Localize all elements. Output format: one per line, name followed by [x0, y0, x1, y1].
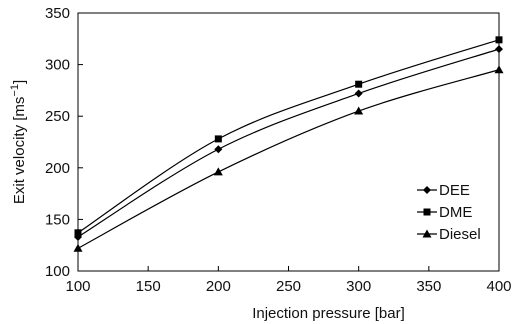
data-point-dme [355, 80, 363, 88]
data-point-diesel [73, 243, 83, 252]
x-tick-label: 100 [65, 278, 90, 295]
series-line-dme [77, 39, 500, 234]
legend-item-dee: DEE [417, 182, 470, 199]
data-point-diesel [494, 65, 504, 74]
legend: DEE DME Diesel [417, 182, 481, 243]
data-point-dme [214, 135, 222, 143]
data-point-dee [354, 89, 363, 98]
x-tick-label: 150 [136, 278, 161, 295]
x-tick-label: 250 [276, 278, 301, 295]
series-line-diesel [77, 69, 500, 249]
data-point-dme [495, 36, 503, 44]
y-axis-title-end: ] [11, 80, 28, 84]
x-tick-label: 300 [346, 278, 371, 295]
legend-label-dme: DME [439, 204, 472, 221]
y-tick-label: 300 [45, 57, 70, 74]
legend-marker-dee [423, 186, 431, 194]
y-tick-label: 200 [45, 160, 70, 177]
y-axis-title-sup: −1 [9, 84, 21, 97]
y-axis-title-main: Exit velocity [ms [11, 97, 28, 205]
data-point-dee [495, 45, 503, 54]
legend-item-diesel: Diesel [417, 226, 481, 243]
y-axis-ticks: 100 150 200 250 300 350 [45, 5, 83, 280]
series-group [73, 36, 504, 252]
y-tick-label: 250 [45, 108, 70, 125]
data-point-dee [214, 145, 223, 154]
x-tick-label: 400 [486, 278, 511, 295]
data-point-diesel [354, 106, 364, 115]
y-tick-label: 350 [45, 5, 70, 22]
legend-marker-dme [423, 208, 431, 216]
legend-item-dme: DME [417, 204, 472, 221]
series-line-dee [77, 48, 500, 238]
series-dme [74, 36, 503, 237]
x-tick-label: 350 [416, 278, 441, 295]
legend-label-diesel: Diesel [439, 226, 481, 243]
plot-border [77, 12, 500, 272]
x-axis-ticks: 100 150 200 250 300 350 400 [65, 266, 512, 295]
y-tick-label: 150 [45, 211, 70, 228]
y-tick-label: 100 [45, 263, 70, 280]
legend-label-dee: DEE [439, 182, 470, 199]
y-axis-title: Exit velocity [ms−1] [9, 80, 28, 204]
x-tick-label: 200 [206, 278, 231, 295]
plot-frame [77, 12, 500, 272]
x-axis-title: Injection pressure [bar] [252, 305, 405, 322]
data-point-diesel [213, 167, 223, 176]
legend-marker-diesel [422, 229, 432, 238]
series-diesel [73, 65, 504, 252]
data-point-dme [74, 229, 82, 237]
